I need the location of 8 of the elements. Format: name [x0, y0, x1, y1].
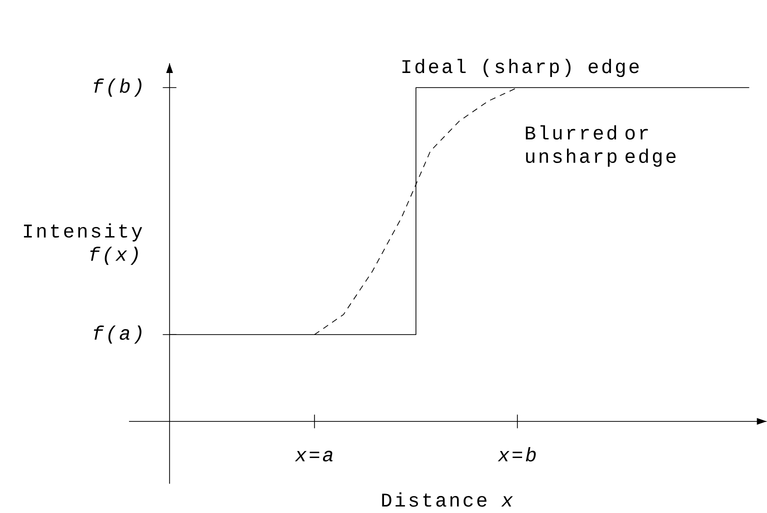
x-tick-label: x=b [498, 447, 536, 462]
annotation: f(b) [94, 78, 142, 97]
text: Ideal (sharp) edge [402, 58, 639, 77]
annotation: f(a) [94, 325, 142, 344]
y-axis-title: Intensity f(x) [24, 223, 142, 265]
annotation: Blurred or unsharp edge [526, 125, 676, 167]
x-axis-title: Distance x [382, 492, 513, 507]
x-tick-label: x=a [294, 450, 333, 462]
